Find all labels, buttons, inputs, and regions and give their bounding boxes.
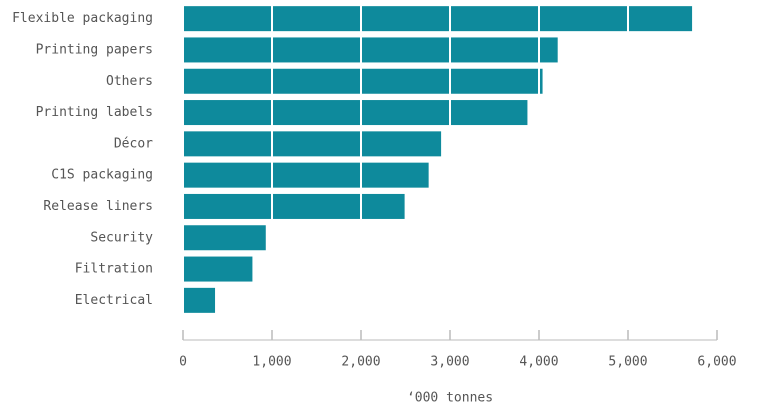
bar (183, 131, 442, 157)
y-tick-label: Release liners (43, 199, 153, 214)
x-tick-label: 0 (179, 355, 187, 370)
bar (183, 193, 405, 219)
y-tick-label: Décor (114, 136, 153, 151)
y-tick-label: Printing labels (36, 105, 153, 120)
bar (183, 287, 216, 313)
x-tick-label: 2,000 (341, 355, 380, 370)
y-tick-label: Printing papers (36, 42, 153, 57)
x-tick-label: 3,000 (430, 355, 469, 370)
bar (183, 100, 528, 126)
y-tick-label: Flexible packaging (12, 11, 153, 26)
x-tick-label: 4,000 (519, 355, 558, 370)
bar (183, 225, 266, 251)
y-tick-label: C1S packaging (51, 168, 153, 183)
y-tick-label: Filtration (75, 262, 153, 277)
bar (183, 68, 543, 94)
y-tick-label: Others (106, 74, 153, 89)
y-tick-label: Electrical (75, 293, 153, 308)
x-tick-label: 6,000 (697, 355, 736, 370)
x-tick-label: 1,000 (252, 355, 291, 370)
y-tick-label: Security (90, 230, 153, 245)
bar (183, 37, 558, 63)
bar (183, 256, 253, 282)
x-axis-label: ‘000 tonnes (407, 391, 493, 406)
bar (183, 6, 693, 32)
x-tick-label: 5,000 (608, 355, 647, 370)
bar (183, 162, 429, 188)
